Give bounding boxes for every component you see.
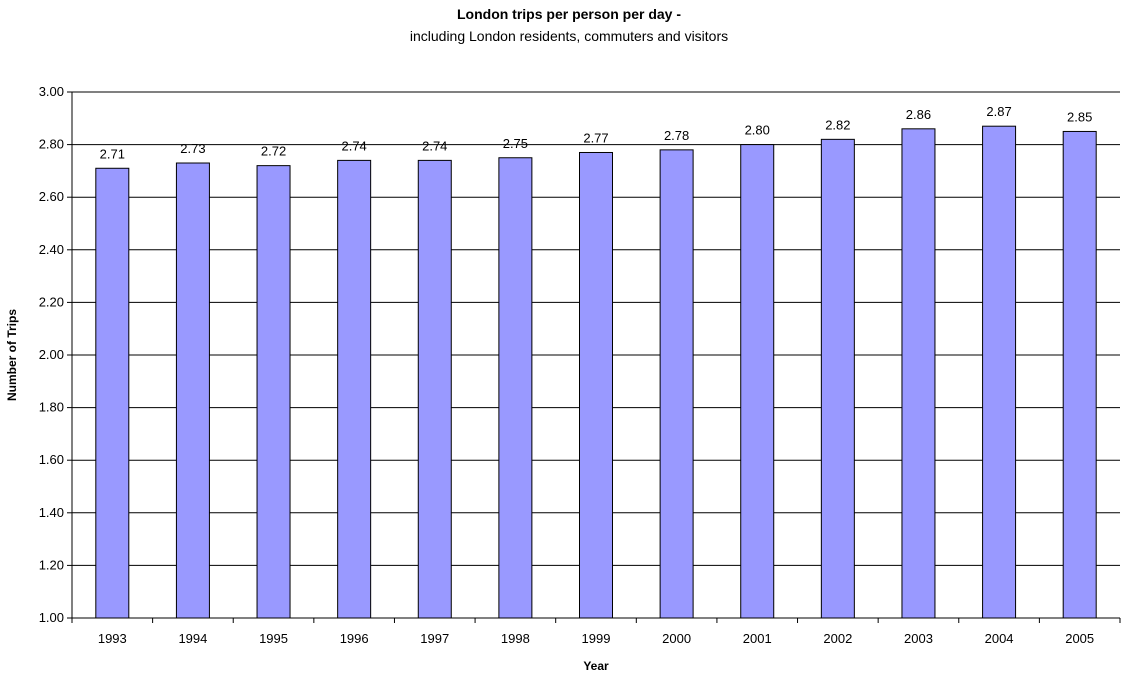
- y-tick-label-8: 2.60: [39, 189, 64, 204]
- axes: 1.00 1.20 1.40 1.60 1.80 2.00 2.20 2.40 2.60 2.80…: [39, 84, 1121, 646]
- y-tick-label-2: 1.40: [39, 505, 64, 520]
- x-tick-label-2004: 2004: [985, 631, 1014, 646]
- x-tick-label-2003: 2003: [904, 631, 933, 646]
- bar-1994: [175, 162, 210, 619]
- chart-subtitle: including London residents, commuters an…: [410, 28, 728, 44]
- y-axis-title: Number of Trips: [5, 309, 19, 401]
- y-tick-label-0: 1.00: [39, 610, 64, 625]
- data-label-1996: 2.74: [341, 138, 366, 153]
- data-label-1998: 2.75: [503, 136, 528, 151]
- data-label-1995: 2.72: [261, 144, 286, 159]
- x-tick-label-2000: 2000: [662, 631, 691, 646]
- bars: [95, 125, 1097, 619]
- y-tick-label-1: 1.20: [39, 557, 64, 572]
- data-labels: 2.71 2.73 2.72 2.74 2.74 2.75 2.77 2.78 2.80 2.82…: [100, 104, 1093, 161]
- data-label-2000: 2.78: [664, 128, 689, 143]
- bar-2004: [982, 125, 1017, 619]
- y-tick-label-3: 1.60: [39, 452, 64, 467]
- bar-2000: [659, 149, 694, 619]
- y-tick-label-5: 2.00: [39, 347, 64, 362]
- bar-1995: [256, 165, 291, 619]
- x-tick-label-1994: 1994: [178, 631, 207, 646]
- data-label-2005: 2.85: [1067, 109, 1092, 124]
- y-tick-label-9: 2.80: [39, 137, 64, 152]
- bar-1993: [95, 167, 130, 619]
- y-tick-label-6: 2.20: [39, 294, 64, 309]
- x-tick-label-1997: 1997: [420, 631, 449, 646]
- bar-2002: [820, 138, 855, 619]
- data-label-2001: 2.80: [745, 123, 770, 138]
- x-axis-title: Year: [583, 659, 609, 673]
- data-label-2002: 2.82: [825, 117, 850, 132]
- bar-1996: [337, 159, 372, 619]
- data-label-1994: 2.73: [180, 141, 205, 156]
- y-tick-label-7: 2.40: [39, 242, 64, 257]
- bar-1997: [417, 159, 452, 619]
- x-tick-label-1998: 1998: [501, 631, 530, 646]
- bar-2005: [1062, 130, 1097, 619]
- data-label-2003: 2.86: [906, 107, 931, 122]
- y-tick-label-4: 1.80: [39, 400, 64, 415]
- chart-title: London trips per person per day -: [457, 6, 681, 22]
- x-tick-label-1999: 1999: [582, 631, 611, 646]
- data-label-2004: 2.87: [986, 104, 1011, 119]
- data-label-1999: 2.77: [583, 130, 608, 145]
- bar-2003: [901, 128, 936, 619]
- data-label-1993: 2.71: [100, 146, 125, 161]
- x-tick-label-1995: 1995: [259, 631, 288, 646]
- x-tick-label-2005: 2005: [1065, 631, 1094, 646]
- bar-1999: [579, 151, 613, 619]
- bar-1998: [498, 157, 533, 619]
- x-tick-label-2001: 2001: [743, 631, 772, 646]
- bar-2001: [740, 144, 775, 619]
- x-tick-label-1996: 1996: [340, 631, 369, 646]
- x-tick-label-1993: 1993: [98, 631, 127, 646]
- data-label-1997: 2.74: [422, 138, 447, 153]
- x-tick-label-2002: 2002: [823, 631, 852, 646]
- y-tick-label-10: 3.00: [39, 84, 64, 99]
